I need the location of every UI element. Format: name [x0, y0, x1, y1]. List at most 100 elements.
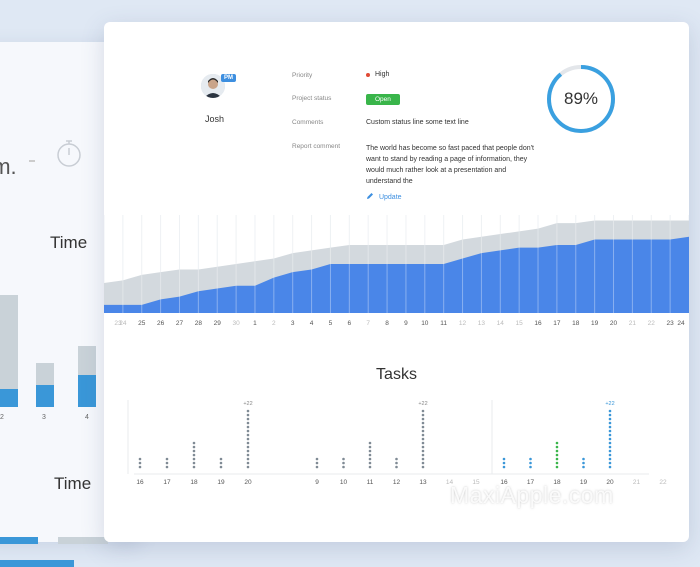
task-dot: [246, 433, 250, 437]
task-dot: [395, 465, 398, 469]
task-dot: [421, 449, 425, 453]
task-x-label: 18: [553, 479, 561, 486]
x-tick-label: 23: [667, 320, 675, 327]
task-x-label: 15: [472, 479, 480, 486]
x-tick-label: 7: [366, 320, 370, 327]
x-tick-label: 13: [478, 320, 486, 327]
x-tick-label: 27: [176, 320, 184, 327]
task-dot: [555, 457, 559, 461]
x-tick-label: 3: [291, 320, 295, 327]
user-photo-icon: [201, 74, 225, 98]
task-dot: [368, 449, 372, 453]
task-dot: [421, 441, 425, 445]
task-dot: [342, 457, 345, 461]
task-dot: [555, 465, 559, 469]
task-dot: [582, 461, 585, 465]
x-tick-label: 20: [610, 320, 618, 327]
task-dot: [608, 429, 612, 433]
x-tick-label: 22: [648, 320, 656, 327]
update-button[interactable]: Update: [366, 192, 402, 201]
task-dot: [342, 465, 345, 469]
x-tick-label: 4: [310, 320, 314, 327]
x-tick-label: 1: [253, 320, 257, 327]
task-dot: [608, 461, 612, 465]
priority-label: Priority: [292, 72, 313, 79]
task-dot: [246, 425, 250, 429]
overflow-label: +22: [243, 401, 252, 407]
tasks-dot-chart: 16 17 18 19 +22 20 9 10 11 12 +22 13 14 15 16 17 18 19 +22…: [127, 400, 667, 486]
task-dot: [246, 449, 250, 453]
task-dot: [246, 421, 250, 425]
x-tick-label: 18: [572, 320, 580, 327]
background-divider: [29, 160, 35, 162]
x-tick-label: 25: [138, 320, 146, 327]
task-x-label: 21: [633, 479, 641, 486]
x-tick-label: 19: [591, 320, 599, 327]
task-dot: [608, 417, 612, 421]
task-dot: [582, 457, 585, 461]
task-dot: [608, 425, 612, 429]
task-dot: [368, 461, 372, 465]
background-hbar: [58, 537, 108, 544]
background-section-title: Time: [54, 474, 92, 493]
overflow-label: +22: [605, 401, 614, 407]
comments-value: Custom status line some text line: [366, 119, 469, 126]
task-dot: [421, 413, 425, 417]
task-x-label: 22: [659, 479, 667, 486]
x-tick-label: 24: [677, 320, 685, 327]
task-dot: [192, 453, 196, 457]
task-dot: [421, 461, 425, 465]
x-tick-label: 11: [440, 320, 447, 327]
background-hbar: [0, 537, 38, 544]
task-dot: [246, 417, 250, 421]
task-dot: [165, 457, 169, 461]
task-dot: [192, 449, 196, 453]
task-dot: [315, 457, 319, 461]
x-tick-label: 14: [497, 320, 505, 327]
task-x-label: 20: [244, 479, 252, 486]
task-x-label: 17: [527, 479, 535, 486]
task-dot: [421, 433, 425, 437]
task-dot: [421, 429, 425, 433]
task-dot: [421, 409, 425, 413]
x-tick-label: 23: [114, 320, 122, 327]
background-bar: [78, 346, 96, 407]
task-dot: [421, 445, 425, 449]
task-dot: [246, 437, 250, 441]
x-tick-label: 21: [629, 320, 637, 327]
task-x-label: 14: [446, 479, 454, 486]
task-dot: [246, 441, 250, 445]
task-dot: [165, 461, 169, 465]
x-tick-label: 30: [232, 320, 240, 327]
background-x-label: 2: [0, 414, 4, 421]
watermark: MaxiApple.com: [450, 482, 614, 508]
task-x-label: 20: [606, 479, 614, 486]
task-dot: [368, 457, 372, 461]
background-x-label: 3: [42, 414, 46, 421]
pencil-icon: [367, 193, 373, 199]
task-dot: [368, 445, 372, 449]
task-dot: [529, 465, 532, 469]
task-dot: [421, 457, 425, 461]
status-badge[interactable]: Open: [366, 94, 400, 105]
x-tick-label: 8: [385, 320, 389, 327]
task-dot: [421, 453, 425, 457]
task-dot: [165, 465, 169, 469]
task-dot: [192, 461, 196, 465]
priority-value: High: [375, 71, 390, 78]
task-dot: [608, 433, 612, 437]
task-dot: [555, 441, 559, 445]
x-tick-label: 6: [348, 320, 352, 327]
task-dot: [608, 437, 612, 441]
background-duration: 4m.: [0, 154, 17, 179]
task-dot: [192, 441, 196, 445]
task-x-label: 13: [419, 479, 427, 486]
task-dot: [582, 465, 585, 469]
task-dot: [529, 461, 532, 465]
progress-ring-arc: [547, 65, 615, 133]
task-dot: [421, 421, 425, 425]
task-dot: [608, 457, 612, 461]
task-x-label: 16: [500, 479, 508, 486]
task-x-label: 16: [136, 479, 144, 486]
task-dot: [219, 457, 223, 461]
